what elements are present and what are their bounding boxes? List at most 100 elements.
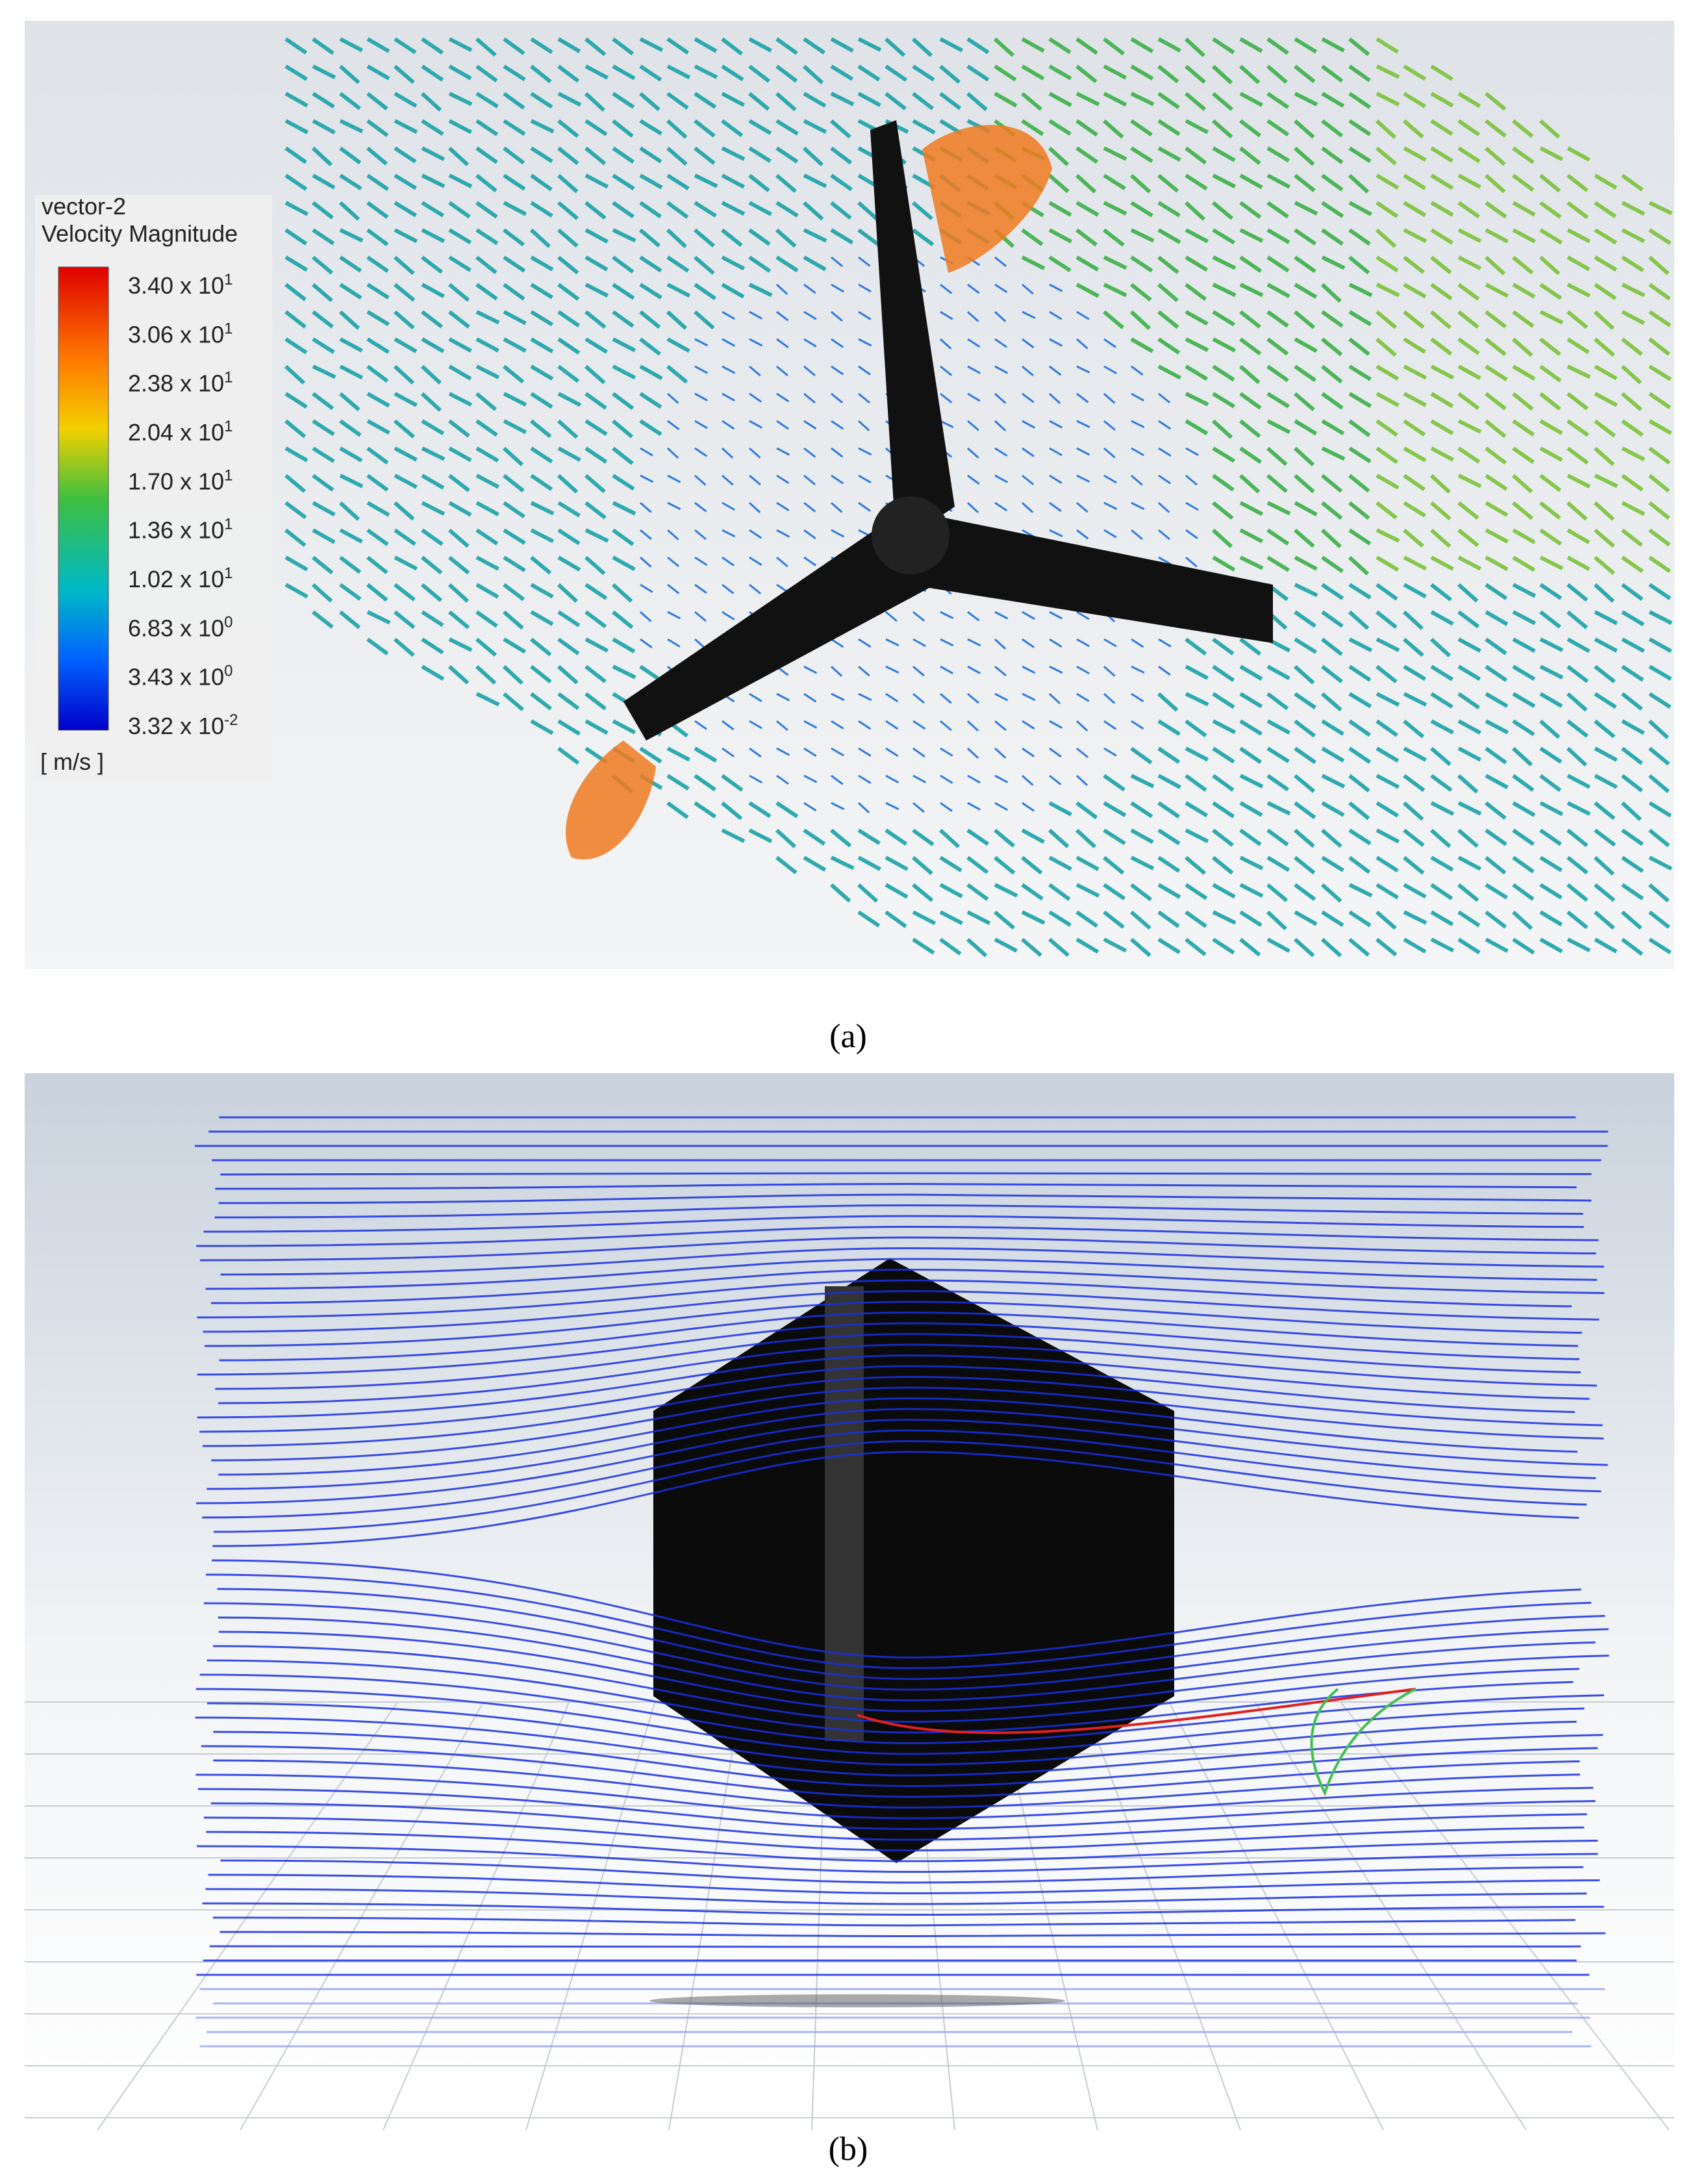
vector [1566, 910, 1589, 930]
vector [1075, 856, 1100, 872]
vector [557, 692, 580, 711]
vector [1594, 528, 1615, 548]
vector [1403, 446, 1427, 463]
vector [667, 529, 679, 540]
vector [994, 692, 1009, 702]
vector [1457, 774, 1479, 794]
vector [1266, 828, 1289, 846]
vector [312, 173, 336, 190]
vector [966, 828, 990, 846]
vector [612, 255, 635, 273]
vector [639, 146, 662, 164]
vector [1648, 337, 1670, 356]
vector [312, 337, 335, 354]
vector [366, 255, 389, 273]
vector [1048, 37, 1072, 55]
vector [1049, 474, 1062, 484]
vector [776, 365, 788, 377]
vector [1103, 856, 1125, 875]
vector [1103, 828, 1126, 846]
vector [1021, 228, 1044, 246]
vector [557, 310, 581, 327]
vector [1457, 528, 1479, 548]
vector [776, 420, 790, 430]
vector [694, 420, 708, 429]
streamline-fast [857, 1688, 1416, 1734]
vector [1621, 337, 1643, 356]
vector [1212, 92, 1233, 111]
vector [1457, 665, 1481, 681]
vector [721, 447, 734, 459]
vector [530, 364, 554, 381]
vector [1403, 392, 1427, 407]
vector [475, 173, 497, 193]
vector [1621, 173, 1644, 192]
vector [1185, 529, 1198, 539]
vector [748, 828, 773, 843]
vector [884, 37, 906, 57]
streamline [205, 1888, 1587, 1905]
vector [1621, 856, 1644, 873]
vector [1430, 583, 1452, 602]
vector [1130, 283, 1152, 302]
vector [1594, 283, 1617, 300]
vector [1620, 364, 1642, 385]
vector [1376, 555, 1400, 572]
vector [366, 583, 388, 602]
vector [1157, 201, 1181, 218]
vector [858, 338, 872, 347]
vector [1239, 37, 1263, 53]
vector [585, 719, 609, 735]
vector [339, 64, 360, 84]
vector [1021, 255, 1046, 270]
vector [1076, 474, 1090, 483]
vector [612, 119, 634, 138]
vector [1648, 637, 1672, 654]
vector [1348, 146, 1372, 163]
vector [694, 255, 715, 275]
streamline [207, 1659, 1574, 1734]
vector [912, 64, 935, 82]
vector [1076, 338, 1088, 349]
vector [1075, 173, 1097, 194]
streamline [215, 1332, 1581, 1390]
vector [1430, 665, 1453, 681]
vector [1430, 528, 1452, 548]
vector [639, 419, 662, 437]
vector [1648, 774, 1670, 793]
legend-label: 1.02 x 101 [128, 565, 233, 592]
vector [1457, 173, 1481, 189]
vector [830, 173, 853, 192]
vector [1566, 828, 1589, 848]
vector [1185, 146, 1207, 165]
vector [1103, 228, 1125, 247]
vector [1266, 392, 1290, 409]
vector [1048, 64, 1072, 81]
vector [339, 37, 364, 53]
streamline [220, 1931, 1606, 1938]
vector [612, 283, 635, 300]
vector [1048, 910, 1072, 927]
vector [1376, 828, 1400, 844]
vector [1403, 228, 1427, 244]
vector [748, 228, 771, 246]
vector [1266, 201, 1289, 219]
vector [1294, 774, 1316, 793]
vector [1239, 910, 1263, 927]
vector [421, 173, 446, 188]
vector [1185, 283, 1207, 301]
vector [748, 201, 772, 216]
vector [530, 92, 553, 109]
vector [530, 201, 553, 218]
vector [1049, 447, 1062, 457]
vector [1021, 937, 1042, 958]
vector [1185, 310, 1209, 326]
streamline [218, 1343, 1597, 1404]
vector [530, 392, 553, 409]
vector [612, 228, 636, 243]
vector [1321, 910, 1344, 928]
vector [1130, 201, 1153, 218]
vector [1129, 173, 1151, 194]
vector [394, 610, 416, 629]
vector [1266, 528, 1290, 546]
